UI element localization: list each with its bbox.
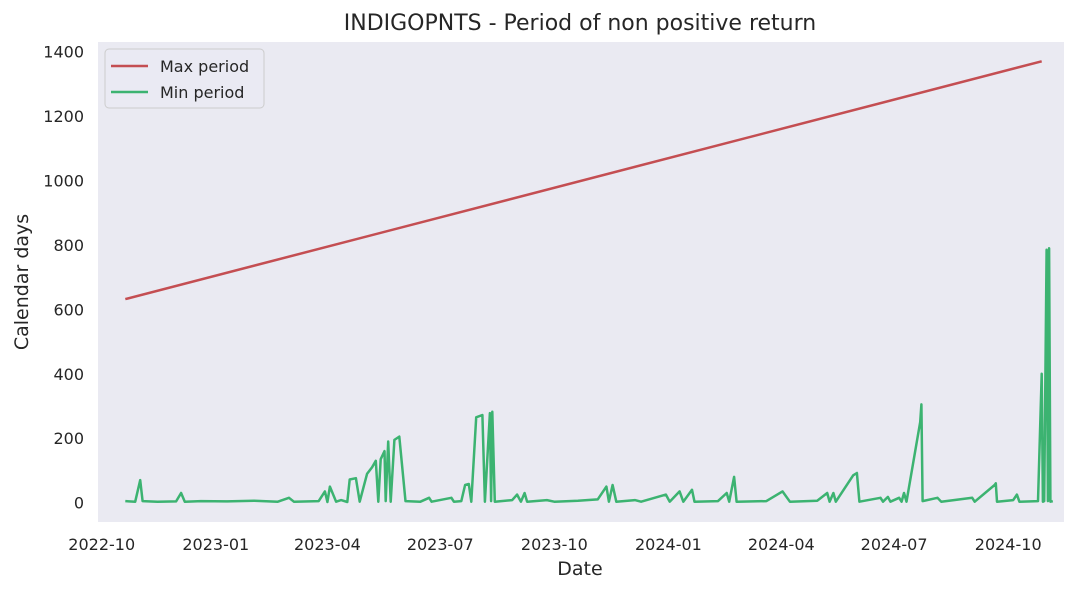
y-tick-label: 400 [53, 365, 84, 384]
legend: Max period Min period [104, 48, 265, 109]
series-line-min-period [125, 246, 1054, 504]
y-tick-label: 200 [53, 429, 84, 448]
x-tick-label: 2024-01 [635, 535, 702, 554]
legend-label-min: Min period [160, 83, 244, 102]
series-layer [124, 60, 1054, 504]
x-tick-label: 2022-10 [68, 535, 135, 554]
y-tick-label: 800 [53, 236, 84, 255]
plot-area [98, 42, 1064, 522]
y-tick-label: 1000 [43, 172, 84, 191]
x-tick-label: 2024-10 [975, 535, 1042, 554]
y-tick-label: 0 [74, 494, 84, 513]
x-tick-label: 2024-04 [748, 535, 815, 554]
y-tick-label: 600 [53, 300, 84, 319]
y-axis-label: Calendar days [11, 214, 33, 350]
x-tick-label: 2024-07 [861, 535, 928, 554]
y-tick-label: 1200 [43, 107, 84, 126]
x-axis-ticks: 2022-10 2023-01 2023-04 2023-07 2023-10 2024-… [68, 535, 1041, 554]
x-tick-label: 2023-04 [294, 535, 361, 554]
x-axis-label: Date [557, 558, 602, 580]
chart-title: INDIGOPNTS - Period of non positive retu… [344, 11, 816, 36]
x-tick-label: 2023-01 [182, 535, 249, 554]
y-axis-ticks: 0 200 400 600 800 1000 1200 1400 [43, 43, 84, 513]
y-tick-label: 1400 [43, 43, 84, 62]
x-tick-label: 2023-10 [521, 535, 588, 554]
legend-label-max: Max period [160, 57, 249, 76]
series-line-max-period [124, 60, 1043, 301]
x-tick-label: 2023-07 [407, 535, 474, 554]
